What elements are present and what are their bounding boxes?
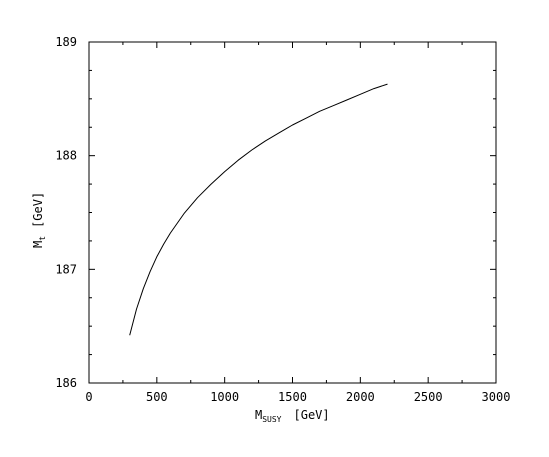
series-line — [129, 83, 388, 336]
y-tick-label: 186 — [55, 376, 77, 390]
x-axis-label: MSUSY [GeV] — [255, 408, 330, 424]
plot-frame — [88, 41, 497, 384]
x-tick-label: 500 — [146, 390, 168, 404]
y-tick-label: 189 — [55, 35, 77, 49]
y-tick-label: 187 — [55, 262, 77, 276]
x-tick-label: 1500 — [278, 390, 307, 404]
y-axis-ticks: 186 187 188 189 — [55, 35, 496, 390]
y-axis-label: Mt[GeV] — [31, 192, 47, 248]
x-axis-ticks: 0 500 1000 1500 2000 2500 3000 — [85, 42, 510, 404]
y-tick-label: 188 — [55, 149, 77, 163]
x-tick-label: 3000 — [482, 390, 511, 404]
x-tick-label: 2500 — [414, 390, 443, 404]
series-layer — [129, 83, 388, 336]
x-tick-label: 2000 — [346, 390, 375, 404]
x-tick-label: 0 — [85, 390, 92, 404]
x-tick-label: 1000 — [210, 390, 239, 404]
